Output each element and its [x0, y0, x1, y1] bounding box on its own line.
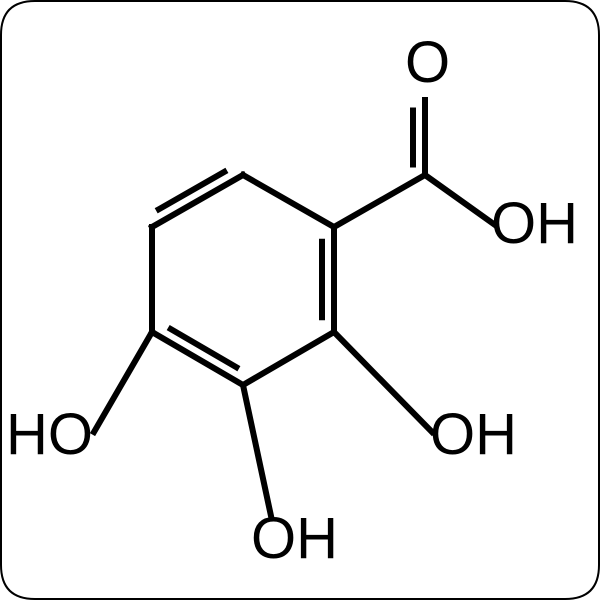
molecule-canvas: O OH OH OH HO: [0, 0, 600, 600]
bond: [152, 175, 243, 227]
bond: [243, 175, 334, 227]
bond: [334, 332, 432, 432]
bond: [243, 385, 271, 516]
atom-label-ho: HO: [6, 402, 93, 467]
bond: [425, 175, 495, 225]
bond: [94, 332, 152, 432]
bond: [243, 332, 334, 385]
bond: [334, 175, 425, 227]
atom-label-oh: OH: [251, 506, 338, 571]
atom-label-oh: OH: [430, 402, 517, 467]
atom-label-oh: OH: [491, 191, 578, 256]
atom-label-o: O: [405, 30, 450, 95]
bond: [152, 332, 243, 385]
